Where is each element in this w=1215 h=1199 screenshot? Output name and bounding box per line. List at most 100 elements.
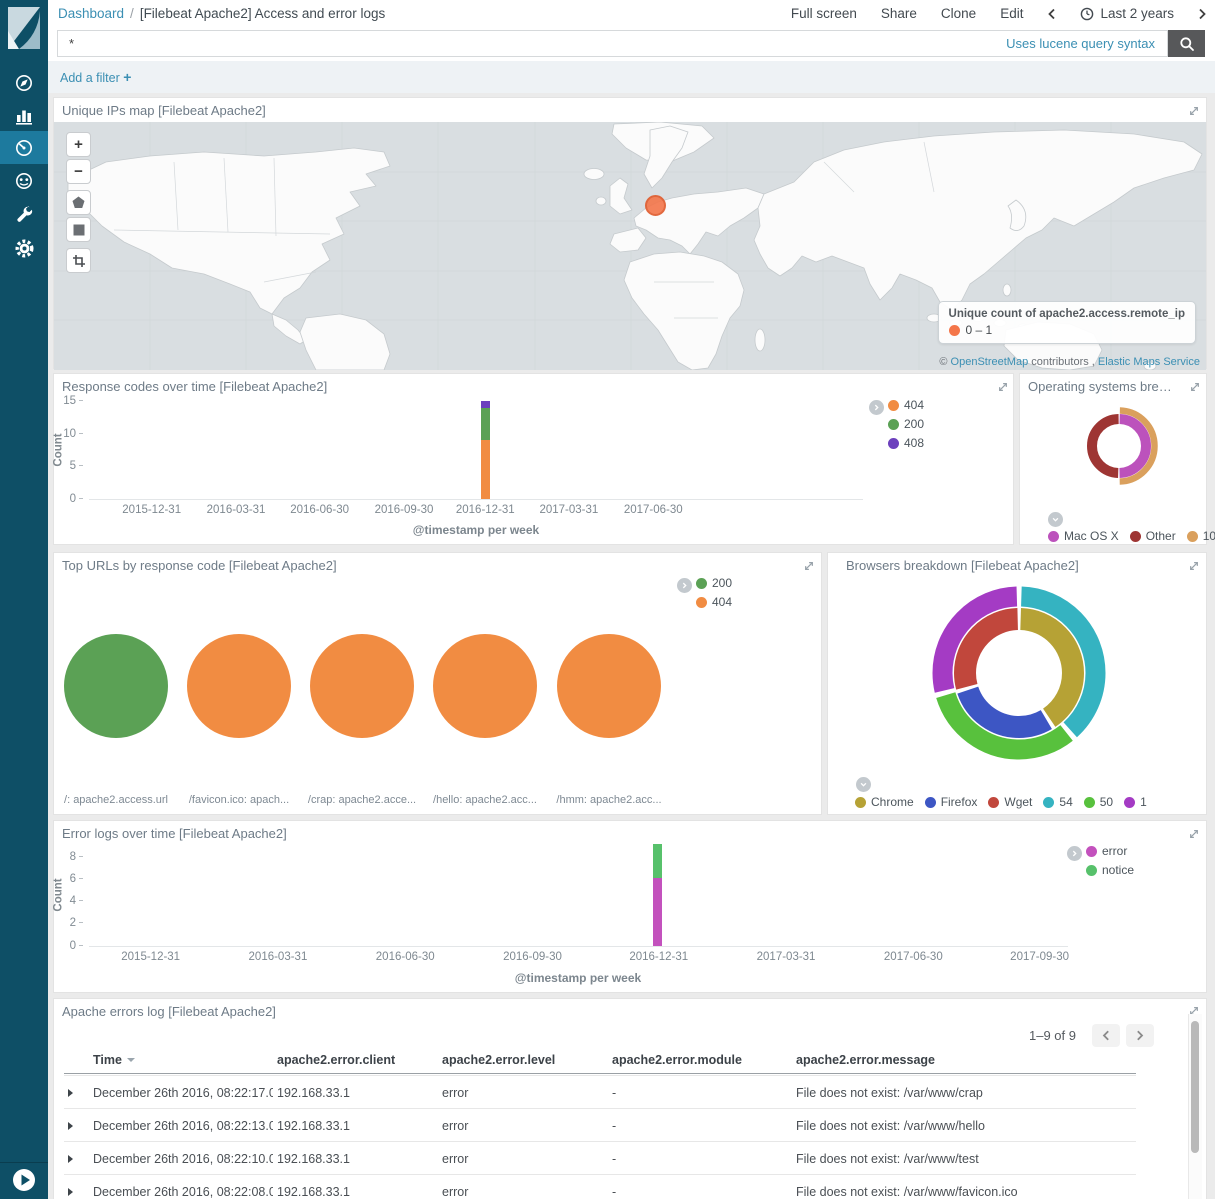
pie-root-url[interactable] [64, 634, 168, 738]
search-button[interactable] [1168, 30, 1205, 57]
sidebar-item-management[interactable] [0, 232, 48, 265]
expand-icon[interactable] [998, 382, 1008, 392]
expand-icon[interactable] [1190, 382, 1200, 392]
table-row[interactable]: December 26th 2016, 08:22:10.000 192.168… [64, 1141, 1136, 1175]
legend-item-200[interactable]: 200 [888, 417, 924, 431]
query-value[interactable]: * [69, 36, 75, 51]
column-header-time[interactable]: Time [93, 1047, 273, 1073]
time-back-button[interactable] [1047, 8, 1056, 20]
donut-segment-54[interactable] [932, 586, 1106, 760]
pie-hello[interactable] [433, 634, 537, 738]
legend-item-54[interactable]: 54 [1043, 795, 1073, 809]
expand-icon[interactable] [1189, 106, 1199, 116]
legend-item-notice[interactable]: notice [1086, 863, 1134, 877]
clock-icon [1081, 7, 1094, 20]
browsers-donut-chart [932, 586, 1106, 760]
search-input[interactable]: * Uses lucene query syntax [57, 30, 1168, 57]
legend-collapse-button[interactable] [677, 578, 692, 593]
legend-item-mac-os-x[interactable]: Mac OS X [1048, 529, 1119, 543]
scrollbar-thumb[interactable] [1191, 1021, 1199, 1153]
legend-collapse-button[interactable] [1048, 512, 1063, 527]
donut-segment-50[interactable] [932, 586, 1106, 760]
map-marker[interactable] [645, 195, 666, 216]
map-zoom-out-button[interactable]: − [66, 159, 91, 184]
row-expand-button[interactable] [68, 1175, 88, 1199]
breadcrumb-dashboard-link[interactable]: Dashboard [58, 6, 125, 21]
map-draw-rectangle-button[interactable] [66, 217, 91, 242]
pagination-next-button[interactable] [1126, 1024, 1154, 1047]
map-zoom-in-button[interactable]: + [66, 132, 91, 157]
row-expand-button[interactable] [68, 1076, 88, 1109]
legend-item-1[interactable]: 1 [1124, 795, 1147, 809]
clone-button[interactable]: Clone [940, 6, 977, 21]
expand-icon[interactable] [1189, 829, 1199, 839]
cell-time: December 26th 2016, 08:22:10.000 [93, 1151, 273, 1166]
bar-segment-404[interactable] [481, 440, 491, 499]
table-row[interactable]: December 26th 2016, 08:22:17.000 192.168… [64, 1075, 1136, 1109]
time-forward-button[interactable] [1198, 8, 1207, 20]
row-expand-button[interactable] [68, 1109, 88, 1142]
edit-button[interactable]: Edit [1000, 6, 1024, 21]
openstreetmap-link[interactable]: OpenStreetMap [950, 356, 1029, 368]
full-screen-button[interactable]: Full screen [790, 6, 857, 21]
legend-item-wget[interactable]: Wget [988, 795, 1032, 809]
pie-hmm[interactable] [557, 634, 661, 738]
bar-segment-408[interactable] [481, 401, 491, 408]
legend-item-other[interactable]: Other [1129, 529, 1176, 543]
pagination-prev-button[interactable] [1092, 1024, 1120, 1047]
panel-title: Error logs over time [Filebeat Apache2] [62, 826, 287, 841]
bar-segment-error[interactable] [652, 878, 662, 946]
legend-item-chrome[interactable]: Chrome [855, 795, 914, 809]
legend-item-404[interactable]: 404 [888, 398, 924, 412]
column-header-module[interactable]: apache2.error.module [612, 1053, 742, 1067]
breadcrumb: Dashboard / [Filebeat Apache2] Access and … [58, 0, 385, 27]
donut-segment-Wget[interactable] [954, 608, 1084, 738]
pie-crap[interactable] [310, 634, 414, 738]
stacked-bar-2016-12-31 [652, 844, 662, 946]
response-codes-plot[interactable] [89, 401, 863, 500]
map-canvas[interactable]: + − [54, 122, 1206, 370]
legend-collapse-button[interactable] [856, 777, 871, 792]
sidebar-item-timelion[interactable] [0, 164, 48, 197]
sidebar-item-visualize[interactable] [0, 99, 48, 132]
bar-segment-200[interactable] [481, 407, 491, 441]
share-button[interactable]: Share [880, 6, 917, 21]
time-picker-button[interactable]: Last 2 years [1080, 6, 1174, 21]
sidebar-item-dev-tools[interactable] [0, 197, 48, 230]
legend-item-firefox[interactable]: Firefox [924, 795, 977, 809]
map-fit-bounds-button[interactable] [66, 248, 91, 273]
lucene-syntax-link[interactable]: Uses lucene query syntax [1006, 36, 1155, 51]
column-header-client[interactable]: apache2.error.client [277, 1053, 396, 1067]
table-row[interactable]: December 26th 2016, 08:22:13.000 192.168… [64, 1108, 1136, 1142]
sidebar-item-dashboard[interactable] [0, 131, 48, 164]
donut-segment-Mac OS X[interactable] [1087, 414, 1151, 478]
legend-item-404[interactable]: 404 [696, 595, 732, 609]
legend-collapse-button[interactable] [869, 400, 884, 415]
legend-item-50[interactable]: 50 [1083, 795, 1113, 809]
row-expand-button[interactable] [68, 1142, 88, 1175]
donut-segment-1[interactable] [932, 586, 1106, 760]
table-row[interactable]: December 26th 2016, 08:22:08.000 192.168… [64, 1174, 1136, 1199]
bar-segment-notice[interactable] [652, 844, 662, 878]
elastic-maps-link[interactable]: Elastic Maps Service [1097, 356, 1200, 368]
expand-icon[interactable] [1189, 561, 1199, 571]
legend-item-408[interactable]: 408 [888, 436, 924, 450]
legend-collapse-button[interactable] [1067, 846, 1082, 861]
add-filter-button[interactable]: Add a filter + [60, 69, 132, 85]
donut-segment-Other[interactable] [1087, 414, 1151, 478]
map-draw-polygon-button[interactable] [66, 190, 91, 215]
sidebar-item-discover[interactable] [0, 66, 48, 99]
donut-segment-Firefox[interactable] [954, 608, 1084, 738]
legend-item-10[interactable]: 10 [1186, 529, 1215, 543]
donut-segment-10[interactable] [1080, 407, 1158, 485]
sidebar-collapse-button[interactable] [12, 1168, 36, 1192]
kibana-logo[interactable] [7, 5, 41, 51]
error-logs-plot[interactable] [89, 844, 1068, 947]
column-header-message[interactable]: apache2.error.message [796, 1053, 935, 1067]
column-header-level[interactable]: apache2.error.level [442, 1053, 556, 1067]
legend-item-error[interactable]: error [1086, 844, 1134, 858]
expand-icon[interactable] [804, 561, 814, 571]
donut-segment-Chrome[interactable] [954, 608, 1084, 738]
pie-favicon[interactable] [187, 634, 291, 738]
legend-item-200[interactable]: 200 [696, 576, 732, 590]
